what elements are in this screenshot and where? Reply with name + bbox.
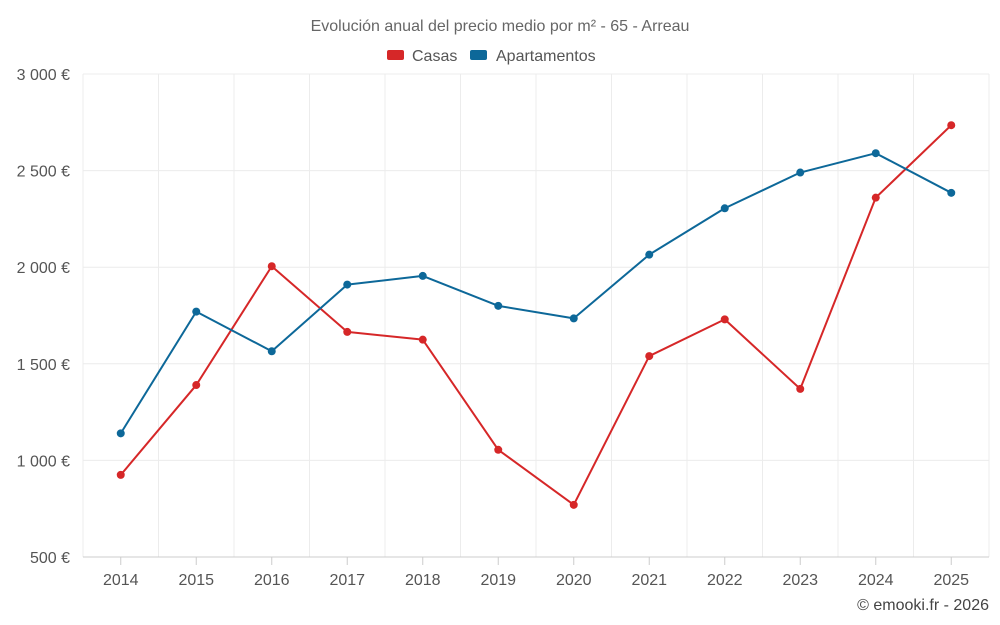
data-point-apartamentos[interactable] [343,280,352,289]
legend-label-apartamentos[interactable]: Apartamentos [496,48,596,65]
data-point-apartamentos[interactable] [494,301,503,310]
chart-title: Evolución anual del precio medio por m² … [311,18,690,35]
x-tick-label: 2024 [858,572,894,589]
data-point-casas[interactable] [343,327,352,336]
data-point-casas[interactable] [494,445,503,454]
legend-label-casas[interactable]: Casas [412,48,457,65]
x-tick-label: 2021 [631,572,667,589]
x-tick-label: 2014 [103,572,139,589]
credit-text: © emooki.fr - 2026 [857,597,989,614]
x-tick-label: 2025 [933,572,969,589]
data-point-apartamentos[interactable] [645,250,654,259]
data-point-casas[interactable] [796,384,805,393]
x-tick-label: 2022 [707,572,743,589]
x-tick-label: 2017 [329,572,365,589]
x-tick-label: 2018 [405,572,441,589]
data-point-casas[interactable] [116,470,125,479]
data-point-apartamentos[interactable] [947,188,956,197]
data-point-casas[interactable] [192,381,201,390]
data-point-apartamentos[interactable] [192,307,201,316]
legend: Casas Apartamentos [387,48,596,65]
data-point-casas[interactable] [418,335,427,344]
legend-swatch-apartamentos [470,50,487,60]
data-point-apartamentos[interactable] [418,271,427,280]
y-tick-label: 2 500 € [17,164,70,181]
y-tick-label: 1 000 € [17,453,70,470]
y-tick-label: 2 000 € [17,260,70,277]
data-point-apartamentos[interactable] [116,429,125,438]
data-point-casas[interactable] [947,121,956,130]
data-point-casas[interactable] [645,352,654,361]
x-tick-label: 2023 [782,572,818,589]
data-point-apartamentos[interactable] [796,168,805,177]
series-layer [116,121,956,509]
data-point-apartamentos[interactable] [871,149,880,158]
data-point-apartamentos[interactable] [720,204,729,213]
data-point-casas[interactable] [267,262,276,271]
y-tick-label: 3 000 € [17,67,70,84]
y-tick-label: 500 € [30,550,70,567]
data-point-casas[interactable] [871,193,880,202]
gridlines [82,73,990,558]
data-point-apartamentos[interactable] [267,347,276,356]
data-point-casas[interactable] [720,315,729,324]
x-axis: 2014 2015 2016 2017 2018 2019 2020 2021 2022 2023… [83,556,989,589]
x-tick-label: 2020 [556,572,592,589]
series-line-casas [119,124,952,506]
x-tick-label: 2019 [480,572,516,589]
y-axis: 3 000 € 2 500 € 2 000 € 1 500 € 1 000 € 500 € [17,67,70,567]
y-tick-label: 1 500 € [17,357,70,374]
data-point-casas[interactable] [569,500,578,509]
x-tick-label: 2016 [254,572,290,589]
legend-swatch-casas [387,50,404,60]
x-tick-label: 2015 [178,572,214,589]
series-line-apartamentos [119,152,952,434]
data-point-apartamentos[interactable] [569,314,578,323]
